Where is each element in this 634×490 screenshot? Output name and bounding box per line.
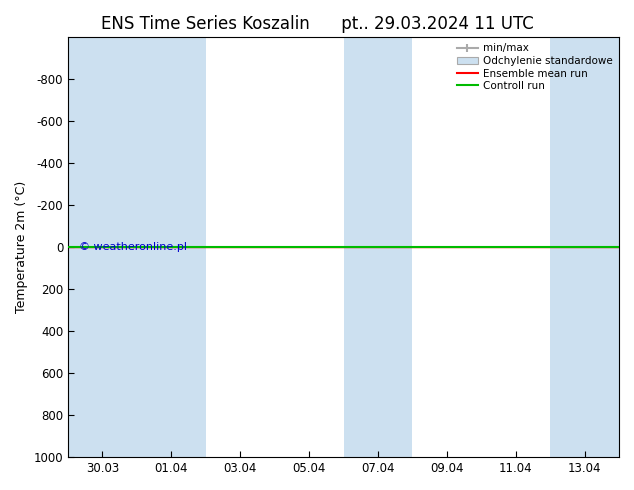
- Bar: [137, 37, 206, 457]
- Bar: [550, 37, 619, 457]
- Bar: [68, 37, 137, 457]
- Y-axis label: Temperature 2m (°C): Temperature 2m (°C): [15, 181, 28, 313]
- Legend: min/max, Odchylenie standardowe, Ensemble mean run, Controll run: min/max, Odchylenie standardowe, Ensembl…: [453, 39, 617, 95]
- Text: © weatheronline.pl: © weatheronline.pl: [79, 242, 187, 252]
- Bar: [344, 37, 412, 457]
- Text: ENS Time Series Koszalin      pt.. 29.03.2024 11 UTC: ENS Time Series Koszalin pt.. 29.03.2024…: [101, 15, 533, 33]
